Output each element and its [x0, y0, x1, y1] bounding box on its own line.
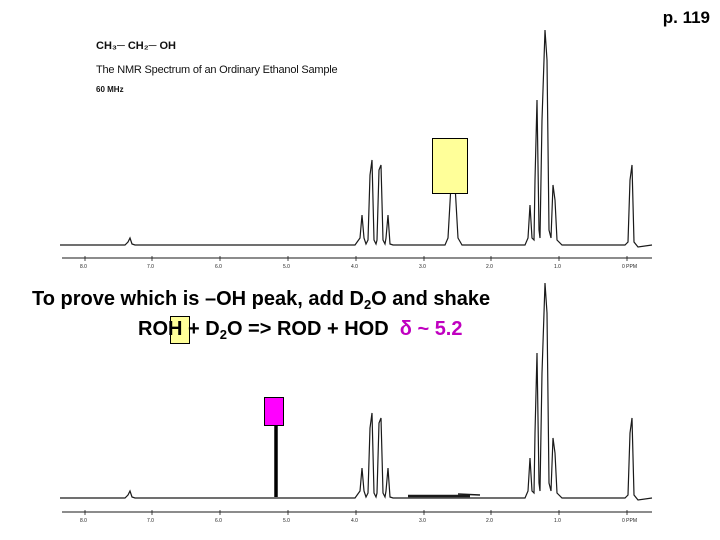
bottom-axis-tickmarks [84, 510, 628, 515]
top-axis-tick-label: 2.0 [486, 264, 493, 270]
top-axis-tick-label: 3.0 [419, 264, 426, 270]
bottom-axis-tick-label: 1.0 [554, 518, 561, 524]
hod-peak-highlight [264, 397, 284, 426]
top-axis-tick-label: 8.0 [80, 264, 87, 270]
highlighted-h: H [168, 318, 183, 340]
bottom-axis-tick-label: 2.0 [486, 518, 493, 524]
top-axis-tick-label: 4.0 [351, 264, 358, 270]
top-axis-tick-label: 1.0 [554, 264, 561, 270]
top-axis-tick-label: 5.0 [283, 264, 290, 270]
top-spectrum [60, 29, 653, 261]
bottom-spectrum-trace [60, 282, 653, 501]
bottom-axis-tick-label: 3.0 [419, 518, 426, 524]
h-atom-highlight [170, 316, 190, 344]
subscript: 2 [363, 297, 372, 312]
top-axis-labels: 8.0 7.0 6.0 5.0 4.0 3.0 2.0 1.0 0 PPM [80, 264, 637, 270]
caption-line-1: To prove which is –OH peak, add D2O and … [32, 288, 490, 312]
sample-formula: CH₃─ CH₂─ OH [96, 40, 176, 52]
bottom-axis-labels: 8.0 7.0 6.0 5.0 4.0 3.0 2.0 1.0 0 PPM [80, 518, 637, 524]
top-axis-tick-label: 6.0 [215, 264, 222, 270]
bottom-axis-tick-label: 5.0 [283, 518, 290, 524]
bottom-axis-tick-label: 0 PPM [622, 518, 637, 524]
spectrometer-frequency: 60 MHz [96, 85, 124, 94]
top-spectrum-trace [60, 29, 653, 248]
top-axis-tick-label: 0 PPM [622, 264, 637, 270]
caption-text: To prove which is –OH peak, add D [32, 288, 364, 310]
bottom-axis-tick-label: 6.0 [215, 518, 222, 524]
caption-text: RO [138, 318, 168, 340]
removed-oh-peak-tick [457, 493, 481, 496]
caption-text: O and shake [371, 288, 491, 310]
caption-line-2: ROH + D2O => ROD + HOD δ ~ 5.2 [138, 318, 463, 342]
page-number: p. 119 [662, 8, 710, 27]
spectrum-title: The NMR Spectrum of an Ordinary Ethanol … [96, 64, 338, 76]
bottom-spectrum [60, 282, 653, 515]
bottom-axis-tick-label: 7.0 [147, 518, 154, 524]
caption-text: + D [182, 318, 220, 340]
oh-peak-highlight [432, 138, 468, 194]
delta-value: δ ~ 5.2 [399, 318, 463, 340]
bottom-axis-tick-label: 4.0 [351, 518, 358, 524]
bottom-axis-tick-label: 8.0 [80, 518, 87, 524]
caption-text: O => ROD + HOD [226, 318, 400, 340]
top-axis-tick-label: 7.0 [147, 264, 154, 270]
top-axis-tickmarks [84, 256, 628, 261]
subscript: 2 [219, 327, 227, 342]
